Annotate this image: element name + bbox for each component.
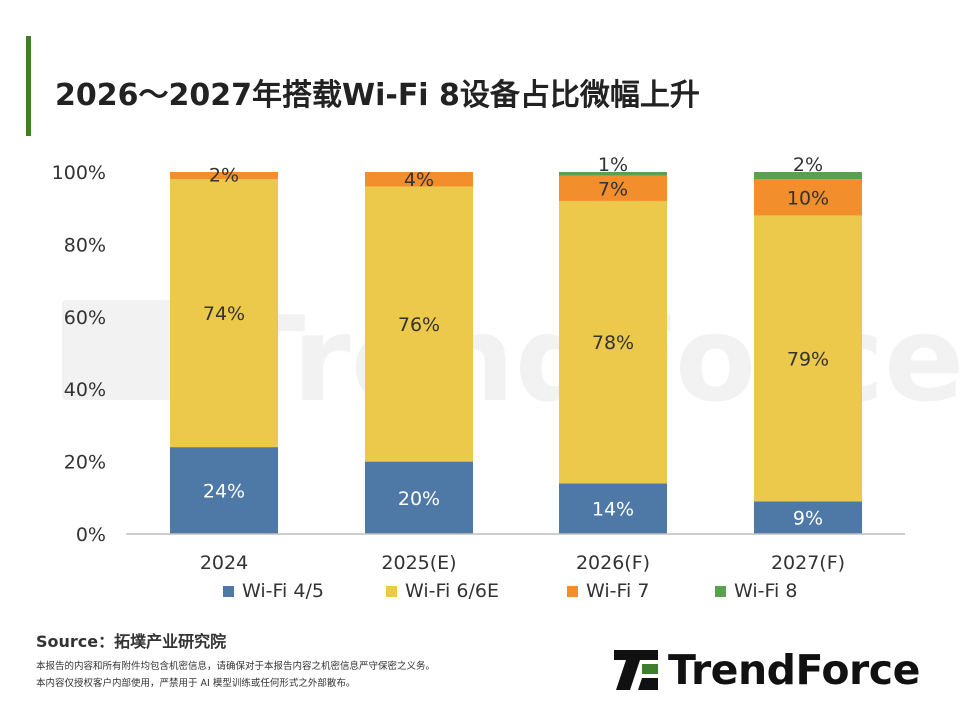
legend-item: Wi-Fi 8 — [715, 580, 797, 602]
bar-segment — [170, 447, 278, 534]
x-tick-label: 2026(F) — [576, 552, 650, 574]
bar-segment — [754, 501, 862, 534]
legend-item: Wi-Fi 7 — [567, 580, 649, 602]
data-label: 4% — [404, 169, 434, 191]
x-tick-label: 2027(F) — [771, 552, 845, 574]
bar-segment — [754, 179, 862, 216]
legend-label: Wi-Fi 6/6E — [405, 580, 499, 602]
legend-label: Wi-Fi 7 — [586, 580, 650, 602]
bar-segment — [559, 200, 667, 484]
stacked-bar-chart: TrendForce 0%20%40%60%80%100% 24%74%2%20… — [52, 154, 960, 574]
data-label: 74% — [203, 303, 245, 325]
logo-text: TrendForce — [668, 646, 920, 694]
data-label: 2% — [209, 165, 239, 187]
data-label: 76% — [398, 314, 440, 336]
legend-swatch — [715, 585, 726, 597]
bar-segment — [559, 175, 667, 201]
title-accent-bar — [26, 36, 31, 136]
data-label: 79% — [787, 348, 829, 370]
data-label: 10% — [787, 187, 829, 209]
x-axis: 2024 2025(E) 2026(F) 2027(F) — [126, 533, 905, 574]
disclaimer-line-1: 本报告的内容和所有附件均包含机密信息，请确保对于本报告内容之机密信息严守保密之义… — [36, 661, 436, 672]
trendforce-logo: TrendForce — [612, 646, 920, 694]
bar-segment — [365, 461, 473, 534]
disclaimer-line-2: 本内容仅授权客户内部使用，严禁用于 AI 模型训练或任何形式之外部散布。 — [36, 678, 356, 689]
y-tick-label: 40% — [64, 379, 106, 401]
bar-segment — [365, 172, 473, 187]
trendforce-logo-icon — [614, 650, 658, 690]
legend-swatch — [567, 585, 578, 597]
legend-label: Wi-Fi 4/5 — [242, 580, 324, 602]
x-tick-label: 2025(E) — [381, 552, 456, 574]
bar-segment — [170, 172, 278, 180]
y-tick-label: 20% — [64, 452, 106, 474]
y-tick-label: 80% — [64, 234, 106, 256]
legend-swatch — [386, 585, 397, 597]
bar-segment — [559, 172, 667, 176]
legend-swatch — [223, 585, 234, 597]
data-label: 14% — [592, 499, 634, 521]
x-tick-label: 2024 — [200, 552, 248, 574]
y-tick-label: 0% — [76, 524, 106, 546]
y-tick-label: 100% — [52, 162, 106, 184]
data-label: 24% — [203, 481, 245, 503]
data-label: 9% — [793, 508, 823, 530]
chart-legend: Wi-Fi 4/5 Wi-Fi 6/6E Wi-Fi 7 Wi-Fi 8 — [0, 580, 960, 606]
data-label: 2% — [793, 154, 823, 176]
legend-item: Wi-Fi 6/6E — [386, 580, 499, 602]
bar-segment — [754, 215, 862, 502]
source-note: Source：拓墣产业研究院 — [36, 632, 227, 651]
bar-segment — [170, 179, 278, 448]
data-label: 7% — [598, 178, 628, 200]
watermark-logo-mark — [62, 300, 182, 400]
data-label: 78% — [592, 332, 634, 354]
legend-label: Wi-Fi 8 — [734, 580, 798, 602]
data-label: 20% — [398, 488, 440, 510]
data-label: 1% — [598, 154, 628, 176]
y-axis: 0% 20% 40% 60% 80% 100% — [52, 162, 106, 546]
y-tick-label: 60% — [64, 307, 106, 329]
bar-segment — [559, 483, 667, 534]
chart-title: 2026～2027年搭载Wi-Fi 8设备占比微幅上升 — [55, 78, 700, 113]
bars: 24% 74% 2% 20% 76% 4% 14% 78% 7%1% 9% 79% 10% 2% — [170, 154, 862, 534]
legend-item: Wi-Fi 4/5 — [223, 580, 324, 602]
bar-segment — [754, 172, 862, 180]
bar-segment — [365, 186, 473, 462]
